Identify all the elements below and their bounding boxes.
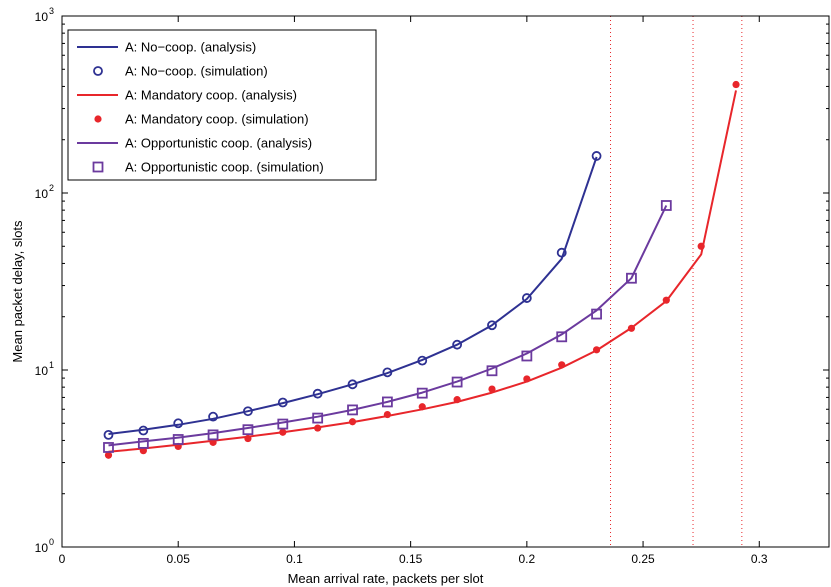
legend-label: A: No−coop. (analysis) bbox=[125, 40, 256, 55]
data-point bbox=[521, 350, 533, 362]
data-point bbox=[383, 410, 391, 419]
data-point bbox=[173, 418, 184, 429]
data-point bbox=[453, 396, 461, 404]
data-point bbox=[416, 387, 428, 399]
data-point bbox=[660, 200, 672, 211]
data-point bbox=[139, 447, 147, 455]
x-tick-label: 0.05 bbox=[167, 552, 191, 566]
series-line bbox=[108, 205, 668, 447]
series-0 bbox=[108, 156, 598, 435]
y-tick-label-exponent: 0 bbox=[49, 537, 54, 547]
x-axis-label: Mean arrival rate, packets per slot bbox=[288, 571, 484, 586]
data-point bbox=[138, 425, 149, 436]
legend-label: A: No−coop. (simulation) bbox=[125, 64, 268, 79]
vertical-marker-lines bbox=[610, 16, 743, 547]
data-point bbox=[279, 428, 287, 436]
y-tick-label-base: 10 bbox=[35, 541, 49, 555]
data-point bbox=[382, 367, 393, 378]
legend-label: A: Opportunistic coop. (simulation) bbox=[125, 160, 324, 175]
y-axis-label: Mean packet delay, slots bbox=[10, 220, 25, 363]
data-point bbox=[104, 451, 113, 459]
plot-series bbox=[103, 80, 740, 459]
y-tick-label-base: 10 bbox=[35, 187, 49, 201]
data-point bbox=[732, 80, 740, 89]
y-tick-label-exponent: 3 bbox=[49, 6, 54, 16]
legend-entry: A: Mandatory coop. (simulation) bbox=[94, 112, 309, 127]
y-tick-label-base: 10 bbox=[35, 364, 49, 378]
x-tick-label: 0.15 bbox=[399, 552, 423, 566]
data-point bbox=[486, 365, 498, 377]
data-point bbox=[523, 375, 531, 383]
data-point bbox=[103, 442, 114, 453]
data-point bbox=[348, 418, 357, 426]
data-point bbox=[558, 361, 566, 369]
y-tick-label-exponent: 1 bbox=[49, 360, 54, 370]
legend-label: A: Mandatory coop. (simulation) bbox=[125, 112, 309, 127]
legend-label: A: Opportunistic coop. (analysis) bbox=[125, 136, 312, 151]
data-point bbox=[312, 388, 323, 399]
series-line bbox=[108, 156, 598, 435]
data-point bbox=[451, 376, 463, 388]
data-point bbox=[452, 339, 463, 350]
data-point bbox=[243, 406, 253, 417]
data-point bbox=[488, 385, 496, 393]
data-point bbox=[592, 346, 601, 354]
legend-marker-swatch bbox=[94, 115, 102, 123]
data-point bbox=[381, 396, 393, 408]
x-tick-label: 0.25 bbox=[631, 552, 655, 566]
data-point bbox=[244, 434, 252, 443]
data-point bbox=[242, 424, 254, 436]
data-point bbox=[208, 411, 218, 422]
data-point bbox=[662, 296, 670, 304]
legend-marker-swatch bbox=[93, 66, 103, 76]
data-point bbox=[314, 424, 322, 432]
data-point bbox=[591, 308, 602, 320]
series-4 bbox=[108, 205, 668, 447]
x-tick-label: 0.1 bbox=[286, 552, 303, 566]
data-point bbox=[277, 397, 288, 408]
data-point bbox=[103, 429, 114, 440]
data-point bbox=[591, 151, 602, 161]
data-point bbox=[312, 412, 324, 424]
series-5 bbox=[103, 200, 672, 453]
x-tick-label: 0.2 bbox=[519, 552, 536, 566]
data-point bbox=[172, 434, 184, 445]
x-tick-label: 0.3 bbox=[751, 552, 768, 566]
legend-entry: A: No−coop. (simulation) bbox=[93, 64, 268, 79]
data-point bbox=[521, 293, 532, 303]
legend-entry: A: Mandatory coop. (analysis) bbox=[77, 88, 297, 103]
data-point bbox=[209, 438, 217, 446]
data-point bbox=[207, 429, 219, 441]
y-tick-label-base: 10 bbox=[35, 10, 49, 24]
y-tick-label-exponent: 2 bbox=[49, 183, 54, 193]
data-point bbox=[137, 437, 149, 449]
legend-entry: A: No−coop. (analysis) bbox=[77, 40, 256, 55]
data-point bbox=[697, 242, 705, 250]
data-point bbox=[487, 320, 497, 331]
data-point bbox=[277, 418, 289, 430]
data-point bbox=[417, 355, 428, 366]
data-point bbox=[556, 331, 568, 343]
data-point bbox=[347, 379, 358, 390]
legend-entry: A: Opportunistic coop. (simulation) bbox=[92, 160, 324, 175]
legend-label: A: Mandatory coop. (analysis) bbox=[125, 88, 297, 103]
data-point bbox=[556, 247, 567, 258]
legend: A: No−coop. (analysis) A: No−coop. (simul… bbox=[67, 29, 377, 181]
data-point bbox=[418, 403, 426, 411]
series-3 bbox=[104, 80, 740, 459]
legend-box bbox=[67, 29, 377, 181]
legend-entry: A: Opportunistic coop. (analysis) bbox=[77, 136, 312, 151]
legend-marker-swatch bbox=[92, 161, 104, 173]
data-point bbox=[626, 272, 637, 284]
x-tick-label: 0 bbox=[59, 552, 66, 566]
data-point bbox=[347, 404, 358, 416]
data-point bbox=[627, 324, 636, 332]
series-1 bbox=[103, 151, 602, 440]
plot-area-frame bbox=[61, 15, 830, 548]
